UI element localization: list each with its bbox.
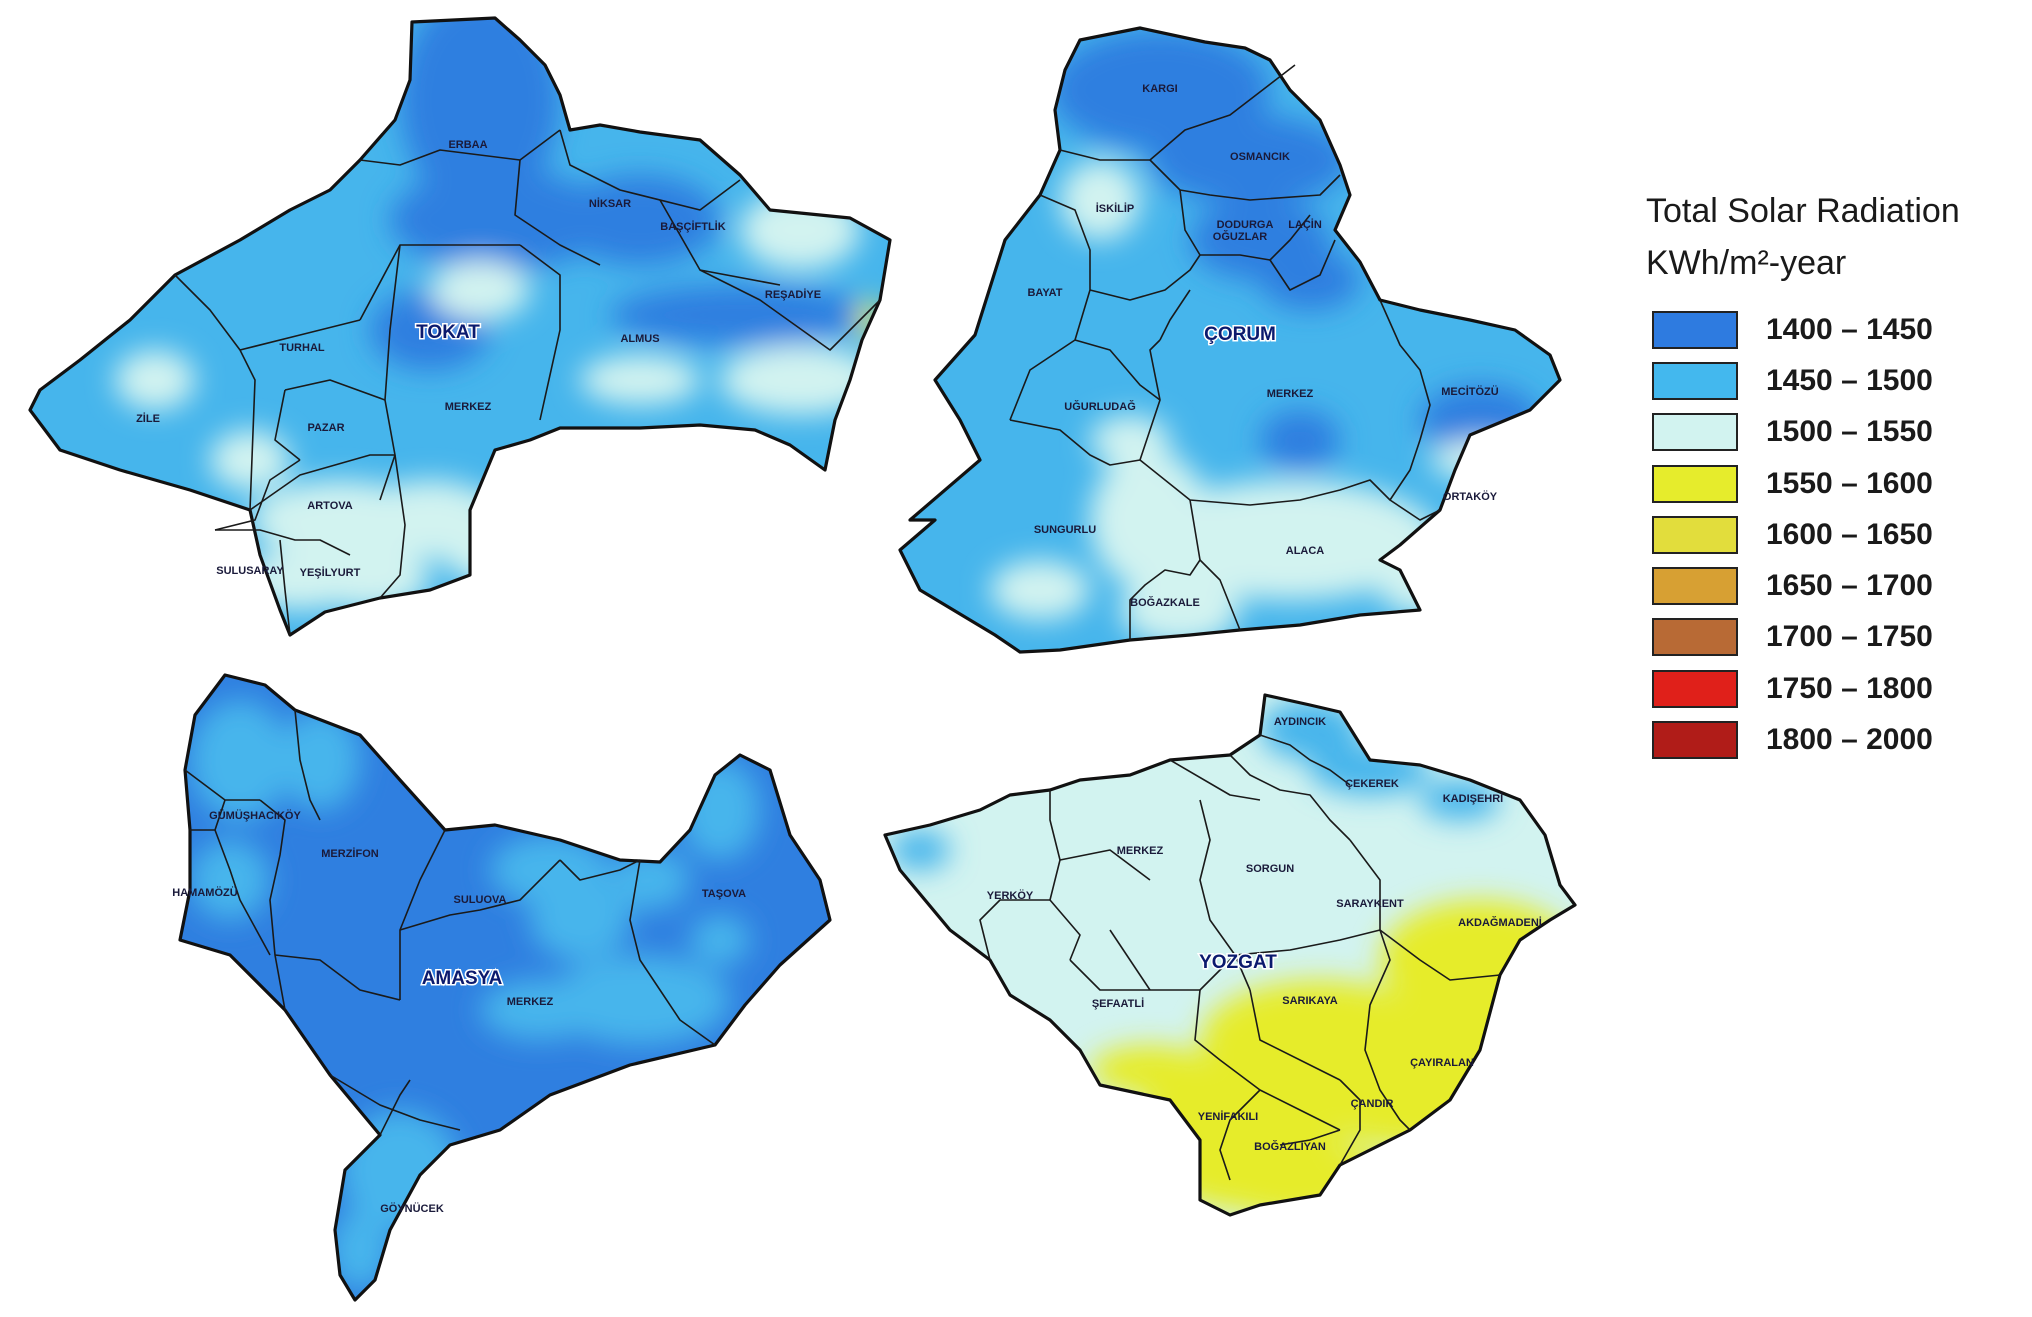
label-saraykent: SARAYKENT <box>1336 898 1404 910</box>
label-gumushacikoy: GÜMÜŞHACIKÖY <box>209 809 301 822</box>
label-yesilyurt: YEŞİLYURT <box>300 566 361 579</box>
label-ortakoy: ORTAKÖY <box>1443 490 1498 503</box>
yozgat-outline <box>883 693 1577 1217</box>
legend-swatch <box>1652 721 1738 760</box>
legend-row: 1500 – 1550 <box>1640 407 2030 458</box>
label-yerkoy: YERKÖY <box>987 889 1034 902</box>
label-dodurga: DODURGA <box>1217 219 1274 231</box>
legend-swatch <box>1652 413 1738 452</box>
legend-swatch <box>1652 618 1738 657</box>
label-yozgat-merkez: MERKEZ <box>1117 845 1164 857</box>
label-cayiralan: ÇAYIRALAN <box>1410 1057 1474 1069</box>
legend-row: 1400 – 1450 <box>1640 304 2030 355</box>
label-bogazliyan: BOĞAZLIYAN <box>1254 1140 1326 1153</box>
amasya-province: GÜMÜŞHACIKÖY HAMAMÖZÜ MERZİFON SULUOVA T… <box>172 673 832 1302</box>
legend-rows: 1400 – 1450 1450 – 1500 1500 – 1550 1550 – … <box>1640 304 2030 766</box>
label-iskilip: İSKİLİP <box>1096 202 1135 215</box>
legend-title: Total Solar Radiation <box>1646 192 1960 230</box>
legend-swatch <box>1652 567 1738 606</box>
label-tokat: TOKAT <box>416 322 480 343</box>
label-mecitozu: MECİTÖZÜ <box>1441 385 1498 398</box>
label-oguzlar: OĞUZLAR <box>1213 230 1267 243</box>
label-sungurlu: SUNGURLU <box>1034 524 1096 536</box>
yozgat-province: AYDINCIK ÇEKEREK KADIŞEHRİ MERKEZ SORGUN… <box>883 693 1577 1217</box>
label-tokat-merkez: MERKEZ <box>445 401 492 413</box>
label-ugurludag: UĞURLUDAĞ <box>1064 400 1136 413</box>
tokat-province: ERBAA NİKSAR BAŞÇİFTLİK REŞADİYE TURHAL … <box>28 16 892 637</box>
label-alaca: ALACA <box>1286 545 1325 557</box>
legend-row: 1700 – 1750 <box>1640 612 2030 663</box>
legend-row: 1550 – 1600 <box>1640 458 2030 509</box>
label-suluova: SULUOVA <box>454 894 507 906</box>
label-erbaa: ERBAA <box>448 139 487 151</box>
legend-swatch <box>1652 669 1738 708</box>
label-candir: ÇANDIR <box>1351 1098 1394 1110</box>
legend-row: 1650 – 1700 <box>1640 560 2030 611</box>
label-sulusaray: SULUSARAY <box>216 565 284 577</box>
legend: Total Solar Radiation KWh/m²-year 1400 –… <box>1640 190 2030 766</box>
label-sefaatli: ŞEFAATLİ <box>1092 997 1144 1010</box>
label-bayat: BAYAT <box>1027 287 1062 299</box>
label-sarikaya: SARIKAYA <box>1282 995 1337 1007</box>
label-cekerek: ÇEKEREK <box>1345 778 1399 790</box>
legend-unit: KWh/m²-year <box>1646 244 1847 282</box>
label-tasova: TAŞOVA <box>702 888 746 900</box>
label-corum-merkez: MERKEZ <box>1267 388 1314 400</box>
legend-range-label: 1550 – 1600 <box>1766 466 1933 500</box>
label-amasya: AMASYA <box>422 968 503 989</box>
legend-range-label: 1400 – 1450 <box>1766 312 1933 346</box>
legend-swatch <box>1652 464 1738 503</box>
legend-range-label: 1600 – 1650 <box>1766 517 1933 551</box>
label-basciftlik: BAŞÇİFTLİK <box>660 220 725 233</box>
label-artova: ARTOVA <box>307 500 352 512</box>
label-osmancik: OSMANCIK <box>1230 151 1290 163</box>
label-corum: ÇORUM <box>1204 324 1276 345</box>
legend-range-label: 1750 – 1800 <box>1766 671 1933 705</box>
label-turhal: TURHAL <box>279 342 324 354</box>
label-almus: ALMUS <box>620 333 659 345</box>
corum-outline <box>898 26 1562 654</box>
legend-swatch <box>1652 310 1738 349</box>
corum-province: KARGI OSMANCIK İSKİLİP DODURGA OĞUZLAR L… <box>898 26 1562 654</box>
legend-swatch <box>1652 361 1738 400</box>
label-sorgun: SORGUN <box>1246 863 1294 875</box>
label-pazar: PAZAR <box>307 422 344 434</box>
label-hamamozu: HAMAMÖZÜ <box>172 886 237 899</box>
label-yenifakili: YENİFAKILI <box>1198 1110 1259 1123</box>
legend-row: 1800 – 2000 <box>1640 714 2030 765</box>
tokat-outline <box>28 16 892 637</box>
legend-row: 1450 – 1500 <box>1640 355 2030 406</box>
amasya-outline <box>178 673 832 1302</box>
label-bogazkale: BOĞAZKALE <box>1130 596 1200 609</box>
label-kadisehri: KADIŞEHRİ <box>1443 792 1504 805</box>
label-aydincik: AYDINCIK <box>1274 716 1326 728</box>
legend-range-label: 1700 – 1750 <box>1766 620 1933 654</box>
legend-row: 1600 – 1650 <box>1640 509 2030 560</box>
legend-range-label: 1800 – 2000 <box>1766 723 1933 757</box>
label-niksar: NİKSAR <box>589 197 631 210</box>
label-kargi: KARGI <box>1142 83 1177 95</box>
label-amasya-merkez: MERKEZ <box>507 996 554 1008</box>
label-zile: ZİLE <box>136 412 160 425</box>
legend-range-label: 1450 – 1500 <box>1766 363 1933 397</box>
label-merzifon: MERZİFON <box>321 847 378 860</box>
legend-range-label: 1500 – 1550 <box>1766 415 1933 449</box>
legend-range-label: 1650 – 1700 <box>1766 569 1933 603</box>
label-lacin: LAÇİN <box>1288 218 1322 231</box>
label-yozgat: YOZGAT <box>1199 952 1277 973</box>
label-resadiye: REŞADİYE <box>765 288 821 301</box>
label-goynucek: GÖYNÜCEK <box>380 1202 444 1215</box>
label-akdagmadeni: AKDAĞMADENİ <box>1458 916 1542 929</box>
legend-swatch <box>1652 515 1738 554</box>
legend-row: 1750 – 1800 <box>1640 663 2030 714</box>
